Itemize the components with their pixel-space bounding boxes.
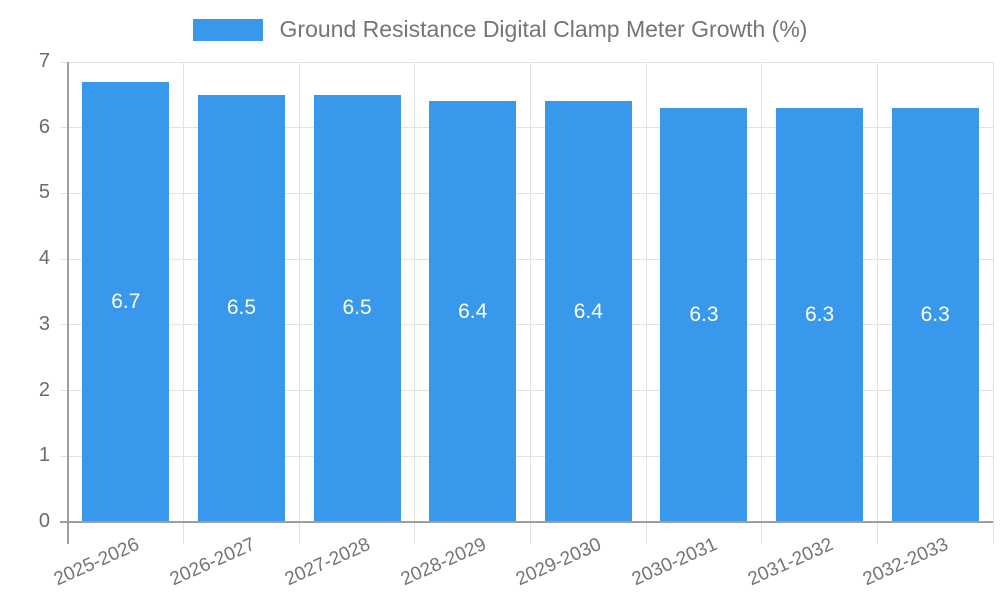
- gridline-vertical: [876, 62, 878, 544]
- bar-value-label: 6.3: [804, 303, 835, 326]
- y-axis-tick-label: 1: [38, 444, 50, 467]
- bar[interactable]: [891, 108, 979, 522]
- gridline-horizontal: [60, 61, 993, 63]
- legend-swatch: [192, 18, 263, 41]
- gridline-vertical: [992, 62, 994, 544]
- x-axis-tick-label: 2032-2033: [860, 534, 952, 591]
- y-axis-line: [67, 62, 69, 544]
- bar-value-label: 6.4: [573, 299, 603, 323]
- x-axis-tick-label: 2025-2026: [50, 534, 143, 591]
- y-axis-tick-label: 0: [38, 510, 50, 533]
- y-axis-tick-label: 3: [38, 312, 50, 335]
- bar[interactable]: [197, 94, 285, 522]
- y-axis-tick-label: 2: [38, 378, 50, 401]
- bar-value-label: 6.3: [920, 303, 950, 326]
- y-axis-tick-label: 4: [38, 247, 50, 270]
- legend-title: Ground Resistance Digital Clamp Meter Gr…: [279, 16, 808, 42]
- bar[interactable]: [776, 108, 864, 522]
- gridline-vertical: [298, 62, 300, 544]
- gridline-vertical: [183, 62, 185, 544]
- bar[interactable]: [660, 108, 748, 522]
- gridline-horizontal: [60, 324, 993, 326]
- bar[interactable]: [429, 101, 517, 522]
- x-axis-tick-label: 2031-2032: [744, 534, 837, 591]
- y-axis-tick-label: 6: [38, 115, 50, 138]
- bar-value-label: 6.4: [458, 299, 488, 323]
- x-axis-tick-label: 2030-2031: [628, 534, 721, 591]
- bar-value-label: 6.3: [689, 303, 719, 326]
- legend[interactable]: Ground Resistance Digital Clamp Meter Gr…: [0, 16, 1000, 43]
- gridline-vertical: [645, 62, 647, 544]
- y-axis-tick-label: 7: [38, 50, 50, 73]
- gridline-horizontal: [60, 192, 993, 194]
- bar[interactable]: [313, 94, 401, 522]
- bar[interactable]: [82, 81, 170, 522]
- x-axis-tick-label: 2028-2029: [397, 534, 490, 591]
- bar-value-label: 6.7: [111, 289, 141, 313]
- x-axis-tick-label: 2029-2030: [513, 534, 605, 591]
- gridline-vertical: [530, 62, 531, 544]
- x-axis-line: [60, 521, 993, 523]
- bar-value-label: 6.5: [226, 296, 257, 320]
- gridline-horizontal: [60, 127, 993, 129]
- gridline-horizontal: [60, 258, 993, 260]
- bar-value-label: 6.5: [342, 296, 372, 320]
- x-axis-tick-label: 2026-2027: [166, 534, 258, 591]
- bar[interactable]: [544, 101, 632, 522]
- y-axis-tick-label: 5: [38, 181, 50, 204]
- x-axis-tick-label: 2027-2028: [282, 534, 374, 591]
- gridline-vertical: [761, 62, 763, 544]
- gridline-horizontal: [60, 390, 993, 392]
- gridline-vertical: [414, 62, 416, 544]
- gridline-horizontal: [60, 455, 993, 457]
